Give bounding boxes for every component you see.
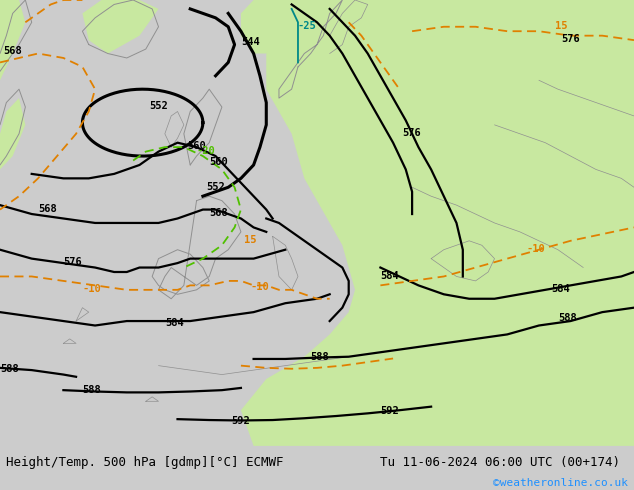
Text: 568: 568 xyxy=(38,204,57,214)
Text: 584: 584 xyxy=(165,318,184,327)
Polygon shape xyxy=(241,0,634,446)
Text: 560: 560 xyxy=(187,142,206,151)
Text: 576: 576 xyxy=(403,128,422,138)
Polygon shape xyxy=(0,98,25,170)
Text: -10: -10 xyxy=(82,284,101,294)
Text: 15: 15 xyxy=(244,235,257,245)
Text: -20: -20 xyxy=(197,146,216,156)
Text: 592: 592 xyxy=(231,416,250,426)
Text: 552: 552 xyxy=(206,181,225,192)
Polygon shape xyxy=(82,0,158,53)
Text: 568: 568 xyxy=(209,208,228,218)
Text: 588: 588 xyxy=(0,365,19,374)
Text: -25: -25 xyxy=(298,22,317,31)
Text: Height/Temp. 500 hPa [gdmp][°C] ECMWF: Height/Temp. 500 hPa [gdmp][°C] ECMWF xyxy=(6,456,284,469)
Polygon shape xyxy=(241,0,298,53)
Text: 552: 552 xyxy=(149,101,168,111)
Text: 588: 588 xyxy=(311,352,330,362)
Text: 568: 568 xyxy=(3,46,22,55)
Text: -10: -10 xyxy=(526,244,545,254)
Text: 576: 576 xyxy=(561,34,580,45)
Text: 592: 592 xyxy=(380,406,399,416)
Text: 576: 576 xyxy=(63,257,82,268)
Polygon shape xyxy=(0,0,25,80)
Text: Tu 11-06-2024 06:00 UTC (00+174): Tu 11-06-2024 06:00 UTC (00+174) xyxy=(380,456,621,469)
Text: 584: 584 xyxy=(552,284,571,294)
Text: 560: 560 xyxy=(209,157,228,167)
Text: 588: 588 xyxy=(82,385,101,395)
Text: 15: 15 xyxy=(555,21,567,31)
Text: -10: -10 xyxy=(250,282,269,292)
Text: ©weatheronline.co.uk: ©weatheronline.co.uk xyxy=(493,478,628,489)
Text: 588: 588 xyxy=(558,313,577,323)
Text: 544: 544 xyxy=(241,37,260,47)
Text: 584: 584 xyxy=(380,270,399,281)
